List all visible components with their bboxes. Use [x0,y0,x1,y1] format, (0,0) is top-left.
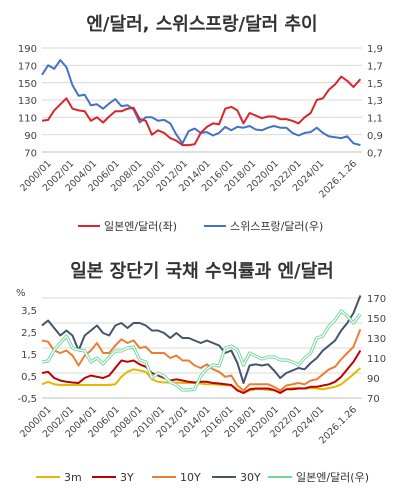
chart-fx-yen-franc: 엔/달러, 스위스프랑/달러 추이 190 170 150 130 110 90… [18,14,383,233]
chart-1-series-lines [41,59,362,147]
chart-1-ytick-left: 70 [24,148,37,159]
chart-1-ytick-left: 130 [18,96,37,107]
chart-2-title: 일본 장단기 국채 수익률과 엔/달러 [70,261,333,282]
chart-2-ytick-right: 170 [367,294,386,305]
series-line [41,328,362,392]
chart-1-ytick-right: 1,1 [367,114,383,125]
chart-1-ytick-right: 0,7 [367,148,383,159]
chart-1-gridlines [42,47,362,153]
series-line [41,295,362,384]
legend-item: 스위스프랑/달러(우) [204,220,323,233]
legend-label: 3m [64,471,82,484]
chart-2-left-axis: 3,5 2,5 1,5 0,5 -0,5 [17,306,37,405]
chart-1-legend: 일본엔/달러(좌) 스위스프랑/달러(우) [78,219,323,233]
legend-item: 10Y [152,471,201,484]
legend-item: 30Y [212,471,261,484]
legend-label: 3Y [120,471,134,484]
chart-jgb-yields-yen: 일본 장단기 국채 수익률과 엔/달러 % 3,5 2,5 1,5 0,5 -0… [16,261,386,484]
chart-1-ytick-left: 190 [18,44,37,55]
chart-2-ytick-left: -0,5 [17,394,37,405]
chart-2-left-unit: % [16,288,26,299]
chart-1-ytick-right: 1,5 [367,79,383,90]
chart-1-ytick-right: 1,7 [367,61,383,72]
chart-2-series-lines [41,295,362,394]
legend-label: 일본엔/달러(우) [296,470,369,484]
legend-label: 스위스프랑/달러(우) [230,220,323,233]
legend-item: 3Y [92,471,134,484]
chart-2-ytick-right: 90 [367,374,380,385]
legend-label: 10Y [180,471,201,484]
legend-label: 일본엔/달러(좌) [104,219,177,233]
chart-1-ytick-left: 170 [18,61,37,72]
legend-item: 일본엔/달러(우) [268,470,369,484]
legend-item: 일본엔/달러(좌) [78,219,177,233]
chart-2-right-axis: 170 150 130 110 90 70 [367,294,386,405]
chart-2-ytick-left: 3,5 [21,306,37,317]
chart-1-ytick-right: 0,9 [367,131,383,142]
chart-2-ytick-right: 130 [367,334,386,345]
chart-2-ytick-left: 0,5 [21,372,37,383]
legend-label: 30Y [240,471,261,484]
chart-1-title: 엔/달러, 스위스프랑/달러 추이 [86,14,317,35]
chart-1-ytick-left: 150 [18,79,37,90]
chart-2-ytick-right: 70 [367,394,380,405]
chart-2-ytick-right: 110 [367,354,386,365]
chart-2-x-axis: 2000/01 2002/01 2004/01 2006/01 2008/01 … [18,404,359,446]
series-line-inner [41,310,361,391]
series-line [41,75,362,147]
chart-2-ytick-right: 150 [367,314,386,325]
chart-2-ytick-left: 1,5 [21,350,37,361]
chart-1-right-axis: 1,9 1,7 1,5 1,3 1,1 0,9 0,7 [367,44,383,159]
chart-2-ytick-left: 2,5 [21,328,37,339]
chart-1-x-axis: 2000/01 2002/01 2004/01 2006/01 2008/01 … [18,158,359,200]
chart-1-ytick-right: 1,3 [367,96,383,107]
chart-2-legend: 3m 3Y 10Y 30Y 일본엔/달러(우) [36,470,369,484]
chart-1-ytick-left: 90 [24,131,37,142]
series-line [41,349,362,394]
chart-1-left-axis: 190 170 150 130 110 90 70 [18,44,37,159]
legend-item: 3m [36,471,82,484]
chart-1-ytick-left: 110 [18,114,37,125]
chart-1-ytick-right: 1,9 [367,44,383,55]
